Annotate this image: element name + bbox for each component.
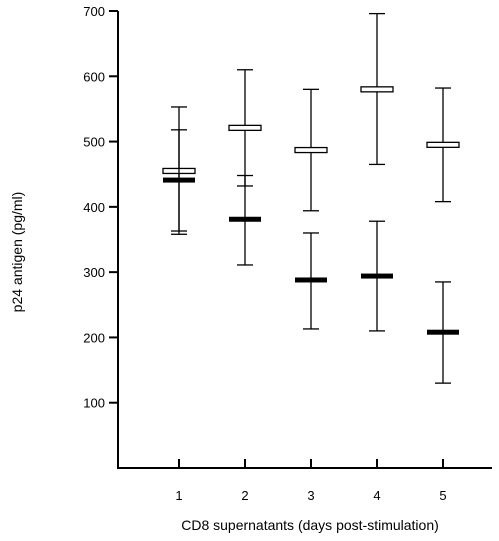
x-tick-label: 5 — [439, 488, 446, 503]
mean-marker-open — [360, 86, 394, 93]
x-axis-title: CD8 supernatants (days post-stimulation) — [181, 517, 439, 533]
y-axis-title: p24 antigen (pg/ml) — [9, 192, 25, 313]
mean-marker-filled — [295, 277, 327, 283]
x-tick-label: 2 — [241, 488, 248, 503]
axes: 100 200 300 400 500 600 700 1 2 3 4 5 — [83, 4, 492, 503]
mean-marker-filled — [427, 329, 459, 335]
y-tick-label: 700 — [83, 4, 105, 19]
y-tick-label: 100 — [83, 396, 105, 411]
y-tick-label: 500 — [83, 135, 105, 150]
mean-marker-open — [228, 124, 262, 132]
y-tick-label: 200 — [83, 330, 105, 345]
y-tick-label: 600 — [83, 69, 105, 84]
mean-marker-open — [294, 146, 328, 154]
x-tick-label: 4 — [373, 488, 380, 503]
mean-marker-filled — [229, 216, 261, 222]
mean-marker-filled — [361, 273, 393, 279]
y-tick-label: 300 — [83, 265, 105, 280]
mean-marker-filled — [163, 177, 195, 183]
x-tick-label: 3 — [307, 488, 314, 503]
y-tick-label: 400 — [83, 200, 105, 215]
plot-area — [162, 12, 460, 384]
x-tick-label: 1 — [175, 488, 182, 503]
mean-marker-open — [426, 141, 460, 148]
